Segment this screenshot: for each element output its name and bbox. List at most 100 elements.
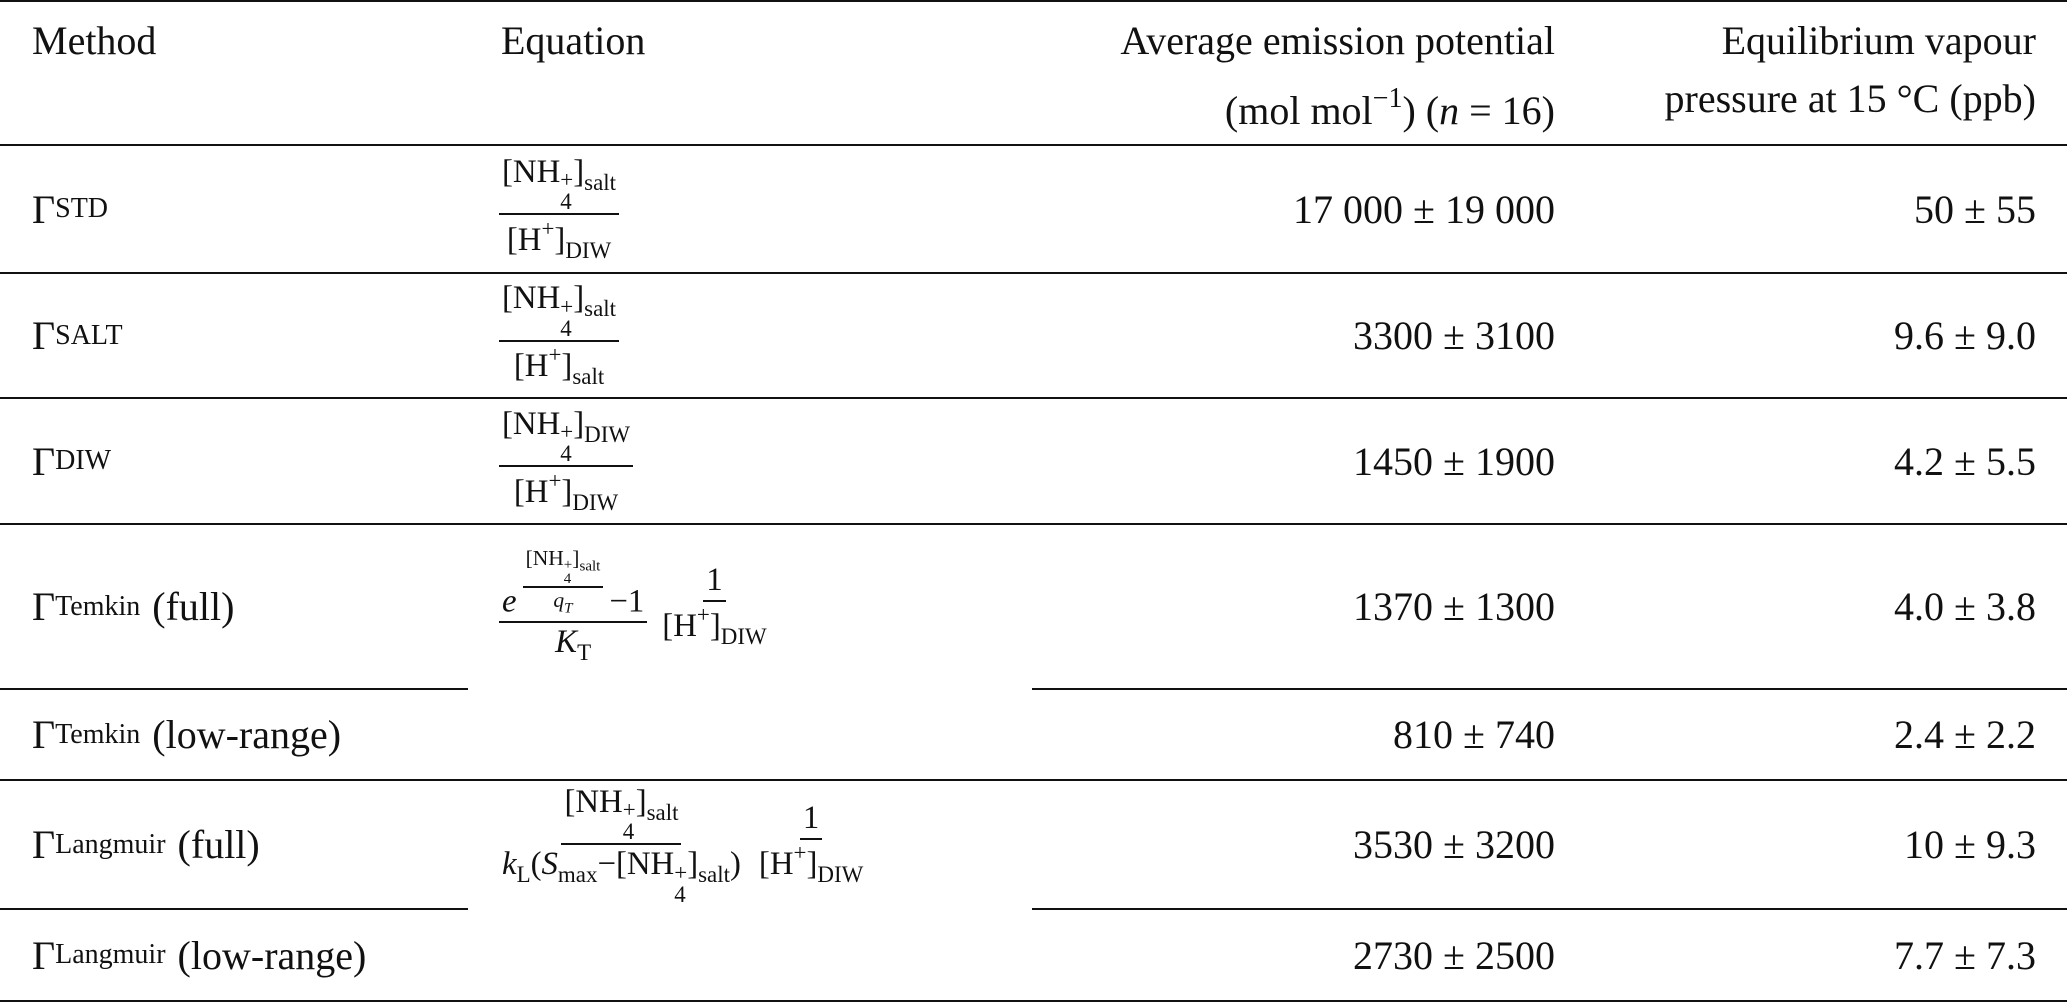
species: NH (512, 280, 561, 317)
charge: + (560, 293, 574, 319)
charge: + (674, 859, 688, 885)
index: 4 (622, 819, 635, 845)
equation: [NH +4]salt kL(Smax−[NH +4]salt) 1 [H+]DIW (493, 780, 872, 909)
denominator: [H+]DIW (659, 602, 769, 651)
phase: salt (698, 862, 730, 888)
eq-text: T (577, 640, 592, 666)
vapour: 7.7 ± 7.3 (1894, 932, 2036, 978)
numerator: [NH +4]DIW (499, 405, 634, 467)
method-subscript: Temkin (55, 718, 141, 750)
species: NH (626, 846, 675, 882)
bracket: [ (662, 608, 674, 645)
vapour: 50 ± 55 (1914, 186, 2036, 232)
index: 4 (560, 189, 572, 215)
eq-text: n (1439, 87, 1460, 133)
eq-text: pressure at 15 °C (ppb) (1664, 76, 2036, 121)
fraction: e [NH +4]salt qT −1 KT (499, 546, 648, 667)
method-subscript: SALT (55, 319, 123, 351)
index: 4 (563, 571, 572, 588)
species: H (524, 348, 549, 385)
denominator: qT (550, 588, 575, 617)
rule (0, 779, 2067, 781)
concentration: [H+]salt (513, 343, 604, 390)
fraction: 1 [H+]DIW (659, 562, 769, 651)
eq-text: q (553, 588, 565, 613)
charge: + (541, 216, 555, 241)
fraction: [NH +4]DIW [H+]DIW (499, 405, 634, 517)
concentration: [H+]DIW (758, 841, 863, 888)
fraction: [NH +4]salt [H+]DIW (499, 153, 620, 265)
eq-text: ( (530, 846, 542, 882)
method-symbol: Γ (32, 313, 56, 358)
fraction: [NH +4]salt kL(Smax−[NH +4]salt) (499, 784, 744, 906)
index: 4 (674, 881, 686, 907)
bracket: ] (561, 473, 573, 510)
numerator: 1 (703, 562, 726, 602)
emission: 3300 ± 3100 (1353, 313, 1555, 358)
phase: salt (584, 296, 617, 322)
denominator: [H+]DIW (511, 467, 621, 516)
species: H (673, 608, 697, 645)
bracket: [ (506, 221, 518, 258)
header-vapour: Equilibrium vapour (1722, 12, 2036, 70)
method-qualifier: (low-range) (152, 712, 342, 757)
phase: DIW (565, 237, 612, 263)
equation: [NH +4]salt [H+]salt (493, 273, 625, 398)
eq-text: 1 (802, 799, 820, 836)
emission: 1370 ± 1300 (1353, 584, 1555, 629)
header-vapour: pressure at 15 °C (ppb) (1665, 70, 2036, 128)
bracket: [ (502, 153, 513, 190)
eq-text: k (502, 846, 517, 882)
bracket: ] (554, 221, 566, 258)
concentration: [NH +4]salt (564, 783, 678, 843)
concentration: [H+]DIW (662, 603, 766, 650)
vapour: 2.4 ± 2.2 (1894, 712, 2036, 757)
scripts: +4 (560, 421, 573, 467)
species: NH (512, 153, 561, 190)
concentration: [H+]DIW (506, 216, 611, 263)
exponent: [NH +4]salt qT (517, 546, 610, 618)
vapour: 9.6 ± 9.0 (1894, 313, 2036, 358)
method-symbol: Γ (32, 438, 56, 484)
bracket: [ (502, 280, 513, 317)
numerator: e [NH +4]salt qT −1 (499, 546, 648, 624)
denominator: [H+]DIW (504, 215, 614, 264)
method-symbol: Γ (32, 822, 56, 867)
eq-text: −1 (1372, 83, 1403, 114)
denominator: KT (552, 623, 594, 667)
vapour: 4.0 ± 3.8 (1894, 584, 2036, 629)
phase: salt (584, 169, 617, 195)
species: NH (575, 783, 623, 820)
phase: salt (572, 364, 605, 390)
species: NH (512, 405, 561, 442)
method-symbol: Γ (32, 932, 56, 978)
bracket: [ (513, 348, 525, 385)
numerator: [NH +4]salt (561, 783, 682, 845)
scripts: +4 (560, 293, 574, 340)
header-emission: Average emission potential (1120, 12, 1555, 70)
fraction: 1 [H+]DIW (756, 800, 866, 889)
method-subscript: DIW (55, 445, 112, 476)
rule (0, 908, 468, 910)
equation: [NH +4]salt [H+]DIW (493, 145, 625, 273)
eq-text: K (555, 624, 578, 661)
index: 4 (560, 441, 572, 467)
bracket: [ (758, 846, 770, 883)
species: H (517, 221, 542, 258)
rule (0, 523, 2067, 525)
method: Γ DIW (32, 398, 111, 524)
rule (0, 688, 468, 690)
bracket: ] (561, 348, 573, 385)
fraction: [NH +4]salt qT (522, 546, 604, 618)
phase: DIW (572, 489, 619, 515)
numerator: [NH +4]salt (522, 546, 604, 589)
bracket: [ (525, 546, 533, 571)
eq-text: max (557, 862, 598, 888)
method-symbol: Γ (32, 186, 56, 232)
phase: DIW (720, 624, 767, 650)
method-subscript: STD (55, 193, 109, 224)
scripts: +4 (563, 557, 573, 588)
eq-text: (mol mol (1224, 87, 1373, 133)
concentration: [H+]DIW (514, 468, 618, 515)
